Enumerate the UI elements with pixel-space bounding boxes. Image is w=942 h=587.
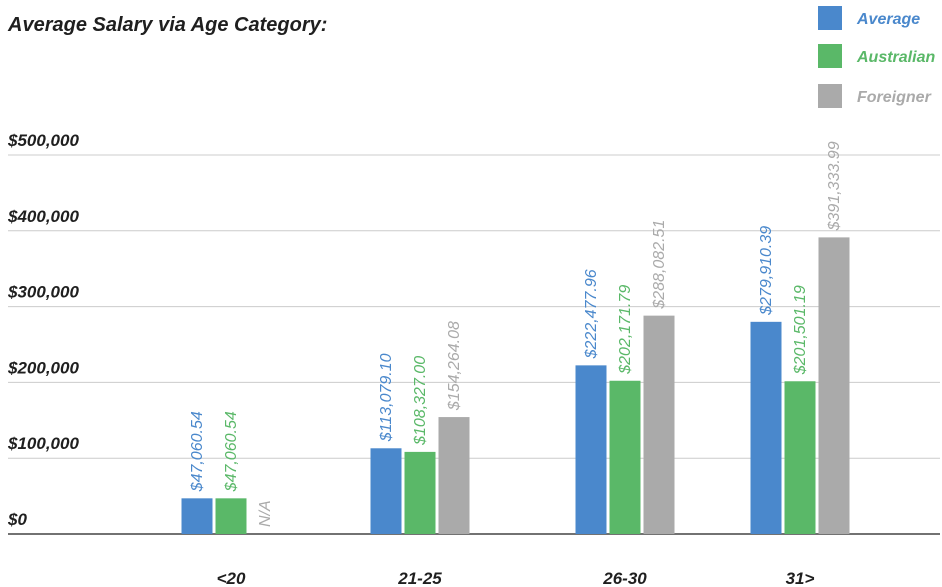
bar [181, 498, 213, 534]
data-label: $222,477.96 [583, 269, 600, 359]
y-tick-label: $400,000 [7, 207, 79, 226]
bar [438, 417, 470, 534]
y-tick-label: $500,000 [7, 131, 79, 150]
bars [181, 237, 850, 534]
data-label: $201,501.19 [792, 285, 809, 375]
y-axis: $0 $100,000 $200,000 $300,000 $400,000 $500,0… [7, 131, 79, 529]
bar [215, 498, 247, 534]
x-tick-label: 31> [786, 569, 815, 587]
bar [370, 448, 402, 534]
bar [404, 451, 436, 534]
x-axis: <20 21-25 26-30 31> [217, 569, 815, 587]
y-tick-label: $200,000 [7, 358, 79, 377]
bar [818, 237, 850, 534]
x-tick-label: <20 [217, 569, 246, 587]
data-label: $47,060.54 [189, 411, 206, 492]
legend-label: Average [856, 11, 920, 28]
data-label: $154,264.08 [446, 321, 463, 411]
data-label: $288,082.51 [651, 220, 668, 310]
y-tick-label: $300,000 [7, 283, 79, 302]
bar [784, 381, 816, 534]
legend-swatch [818, 84, 842, 108]
data-label: $108,327.00 [412, 356, 429, 446]
data-label: N/A [257, 500, 274, 527]
legend-label: Foreigner [857, 89, 932, 106]
bar [643, 315, 675, 534]
data-label: $391,333.99 [826, 141, 843, 231]
bar [575, 365, 607, 534]
legend-swatch [818, 44, 842, 68]
data-label: $47,060.54 [223, 411, 240, 492]
legend-label: Australian [856, 49, 935, 66]
legend: Average Australian Foreigner [818, 6, 935, 108]
chart-title: Average Salary via Age Category: [7, 14, 327, 36]
data-label: $279,910.39 [758, 226, 775, 316]
legend-swatch [818, 6, 842, 30]
bar [609, 380, 641, 534]
data-labels: $47,060.54 $47,060.54 N/A $113,079.10 $108,3… [189, 141, 843, 527]
data-label: $113,079.10 [378, 353, 395, 442]
data-label: $202,171.79 [617, 285, 634, 375]
y-tick-label: $100,000 [7, 434, 79, 453]
x-tick-label: 26-30 [602, 569, 647, 587]
bar [750, 321, 782, 534]
x-tick-label: 21-25 [397, 569, 442, 587]
y-tick-label: $0 [7, 510, 27, 529]
